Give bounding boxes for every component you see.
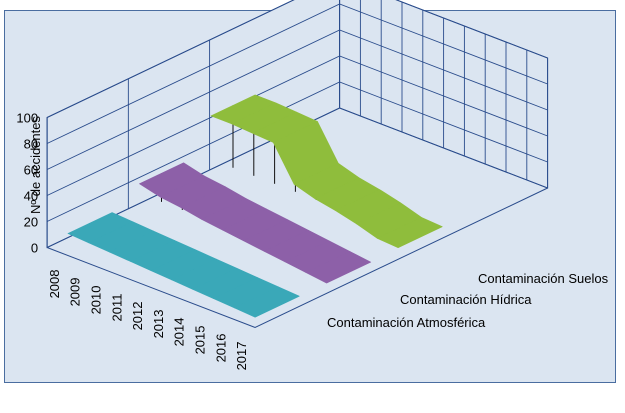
chart-axes: [46, 117, 548, 329]
series-axis-label: Contaminación Hídrica: [400, 292, 532, 307]
chart-gridlines: [46, 0, 549, 248]
x-tick-label: 2010: [89, 286, 104, 315]
chart-surface: [67, 94, 443, 318]
z-tick-label: 80: [24, 137, 38, 152]
x-tick-label: 2015: [193, 326, 208, 355]
z-tick-label: 60: [24, 163, 38, 178]
x-tick-label: 2016: [213, 334, 228, 363]
surface-patch: [376, 217, 443, 248]
series-axis-label: Contaminación Atmosférica: [327, 315, 486, 330]
z-tick-label: 20: [24, 215, 38, 230]
x-tick-label: 2017: [234, 342, 249, 371]
x-tick-label: 2012: [130, 302, 145, 331]
floor-axis: [46, 187, 548, 329]
surface-patch: [305, 251, 372, 284]
z-tick-label: 100: [16, 111, 38, 126]
x-tick-label: 2013: [151, 310, 166, 339]
x-tick-label: 2008: [47, 270, 62, 299]
z-tick-label: 0: [31, 241, 38, 256]
series-axis-label: Contaminación Suelos: [478, 271, 609, 286]
x-tick-label: 2014: [172, 318, 187, 347]
surface-series: [139, 162, 372, 284]
z-tick-label: 40: [24, 189, 38, 204]
y-axis-title: Nº de accidentes: [28, 116, 43, 214]
z-gridline: [46, 0, 548, 118]
surface-patch: [234, 286, 300, 318]
x-tick-label: 2011: [109, 294, 124, 322]
surface-series: [67, 212, 300, 318]
surface-series: [210, 94, 443, 248]
x-tick-label: 2009: [68, 278, 83, 307]
